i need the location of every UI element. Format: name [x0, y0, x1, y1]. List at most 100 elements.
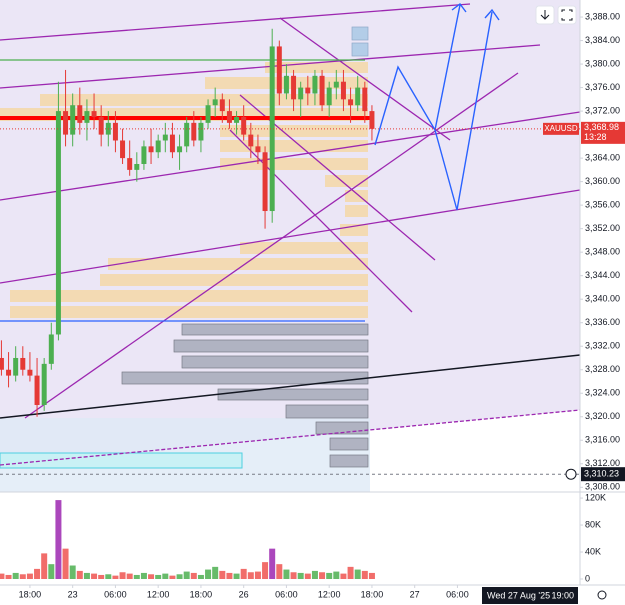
volume-bar	[226, 572, 233, 579]
fit-button[interactable]	[557, 5, 577, 25]
candle-body	[262, 152, 268, 212]
x-tick-label: 12:00	[147, 589, 170, 599]
candle-body	[134, 164, 140, 170]
volume-bar	[98, 574, 105, 579]
volume-bar	[12, 572, 19, 579]
volume-bar	[83, 572, 90, 579]
volume-bar	[119, 572, 126, 579]
volume-tick-label: 120K	[585, 492, 606, 502]
volume-bar	[162, 573, 169, 579]
candle-body	[6, 369, 12, 376]
candle-body	[34, 375, 40, 406]
candle-body	[276, 46, 282, 94]
candle-body	[120, 140, 126, 159]
projection	[374, 3, 500, 211]
candle-body	[340, 81, 346, 100]
candle-body	[148, 146, 154, 153]
add-alert	[565, 468, 577, 480]
volume-bar	[183, 571, 190, 579]
crosshair-price-label: 3,310.23	[584, 469, 619, 479]
candle-body	[48, 334, 54, 364]
volume-bar	[190, 572, 197, 579]
volume-bar	[368, 572, 375, 579]
black-line	[0, 354, 580, 419]
x-tick-label: 27	[410, 589, 420, 599]
volume-bar	[304, 573, 311, 579]
y-tick-label: 3,320.00	[585, 411, 620, 421]
volume-bar	[262, 562, 269, 579]
volume-bar	[361, 570, 368, 579]
candle-body	[127, 158, 133, 170]
x-tick-label: 18:00	[190, 589, 213, 599]
arrow-icon	[540, 10, 550, 20]
x-tick-label: 06:00	[446, 589, 469, 599]
y-tick-label: 3,372.00	[585, 105, 620, 115]
candle-body	[269, 46, 275, 212]
volume-bar	[155, 574, 162, 579]
candle-body	[27, 369, 33, 376]
volume-bar	[76, 570, 83, 579]
candle-body	[155, 140, 161, 153]
volume-bar	[319, 572, 326, 579]
candle-body	[169, 134, 175, 153]
candle-body	[255, 146, 261, 153]
y-tick-label: 3,308.00	[585, 482, 620, 492]
y-tick-label: 3,340.00	[585, 294, 620, 304]
candle-body	[312, 75, 318, 94]
volume-bar	[0, 573, 5, 579]
x-tick-label: 18:00	[19, 589, 42, 599]
y-tick-label: 3,324.00	[585, 388, 620, 398]
volume-bar	[126, 573, 133, 579]
candle-body	[191, 122, 197, 141]
candle-body	[20, 357, 26, 370]
candle-body	[355, 87, 361, 106]
volume-bar	[62, 548, 69, 579]
candle-body	[112, 122, 118, 141]
volume-bar	[48, 564, 55, 579]
candle-body	[248, 134, 254, 147]
countdown: 13:28	[584, 132, 607, 142]
y-tick-label: 3,388.00	[585, 11, 620, 21]
volume-bar	[26, 573, 33, 579]
y-tick-label: 3,336.00	[585, 317, 620, 327]
volume-profile-down	[121, 323, 369, 468]
y-tick-label: 3,312.00	[585, 458, 620, 468]
candle-body	[55, 111, 61, 335]
volume-bar	[347, 566, 354, 579]
volume-bar	[205, 569, 212, 579]
candle-body	[369, 111, 375, 129]
symbol-tag	[543, 122, 579, 135]
y-tick-label: 3,376.00	[585, 82, 620, 92]
volume-bar	[311, 570, 318, 579]
candle-body	[226, 111, 232, 123]
candle-body	[348, 99, 354, 106]
crosshair-tag	[581, 467, 625, 482]
volume-bar	[254, 571, 261, 579]
y-tick-label: 3,352.00	[585, 223, 620, 233]
volume-bar	[140, 572, 147, 579]
volume-bar	[326, 572, 333, 579]
volume-bar	[297, 572, 304, 579]
crosshair-time: 19:00	[551, 590, 574, 600]
volume-bar	[91, 573, 98, 579]
volume-tick-label: 0	[585, 573, 590, 583]
volume-profile-top	[351, 26, 369, 57]
volume-bar	[69, 565, 76, 579]
volume-bar	[219, 570, 226, 579]
candle-body	[291, 75, 297, 100]
toolbar[interactable]	[535, 5, 577, 25]
settings-icon[interactable]	[597, 590, 607, 600]
candle-body	[319, 75, 325, 106]
volume-bar	[240, 568, 247, 579]
candle-body	[41, 363, 47, 406]
volume-bar	[41, 553, 48, 579]
crosshair-date: Wed 27 Aug '25	[487, 590, 550, 600]
y-tick-label: 3,332.00	[585, 341, 620, 351]
candle-body	[77, 105, 83, 123]
volume-bar	[169, 575, 176, 579]
candle-body	[0, 357, 4, 370]
volume-bar	[105, 574, 112, 579]
candle-body	[241, 116, 247, 135]
volume-bar	[112, 575, 119, 579]
